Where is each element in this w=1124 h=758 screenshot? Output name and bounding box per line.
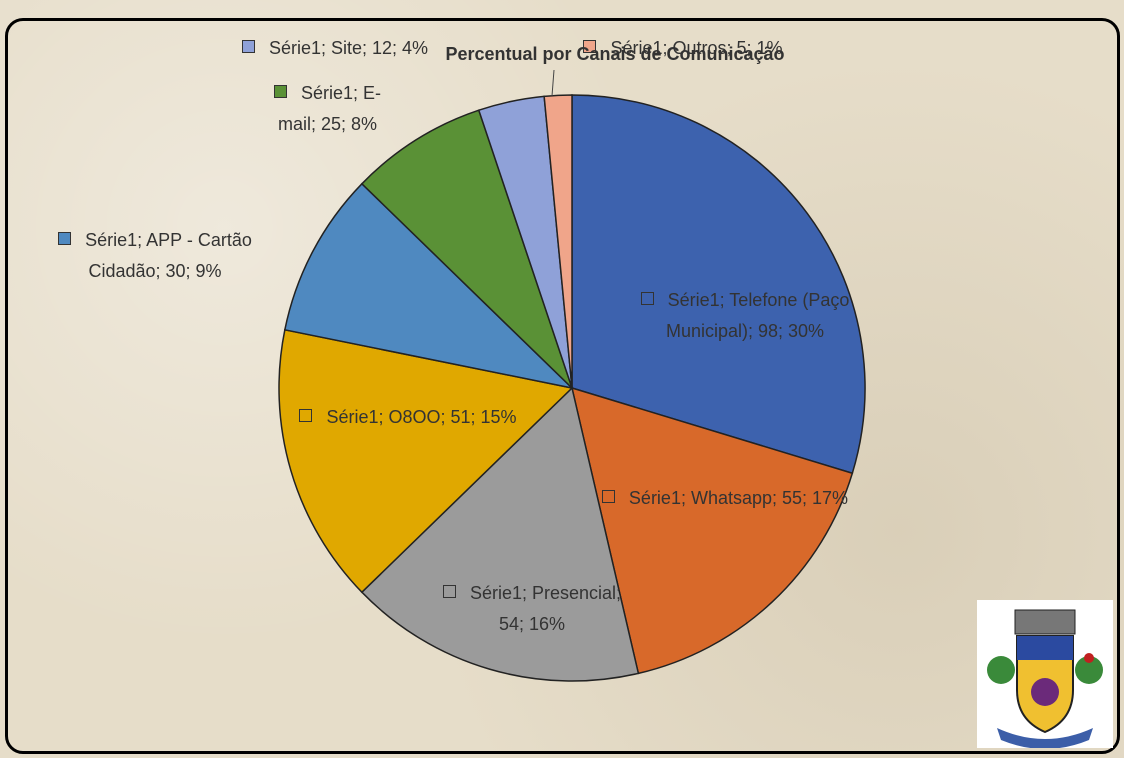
pie-slice bbox=[360, 109, 573, 389]
data-label: Série1; O8OO; 51; 15% bbox=[288, 402, 528, 433]
pie-slice bbox=[570, 386, 854, 675]
legend-key bbox=[241, 40, 255, 53]
pie-slice bbox=[571, 94, 866, 475]
legend-key bbox=[58, 232, 72, 245]
data-label: Série1; Site; 12; 4% bbox=[205, 33, 465, 64]
chart-title: Percentual por Canais de Comunicação bbox=[445, 44, 785, 64]
label-text: Série1; Whatsapp; 55; 17% bbox=[628, 488, 849, 508]
label-text: Série1; E-mail; 25; 8% bbox=[277, 83, 382, 134]
label-text: Série1; Presencial; 54; 16% bbox=[469, 583, 622, 634]
data-label: Série1; Outros; 5; 1% bbox=[578, 33, 788, 64]
chart-frame bbox=[5, 18, 1120, 754]
label-text: Série1; Site; 12; 4% bbox=[268, 38, 429, 58]
data-label: Série1; APP - Cartão Cidadão; 30; 9% bbox=[40, 225, 270, 287]
data-label: Série1; E-mail; 25; 8% bbox=[255, 78, 400, 140]
legend-key bbox=[442, 585, 456, 598]
pie-slice bbox=[543, 94, 573, 389]
legend-key bbox=[640, 292, 654, 305]
label-text: Série1; Outros; 5; 1% bbox=[610, 38, 783, 58]
legend-key bbox=[273, 85, 287, 98]
label-text: Série1; APP - Cartão Cidadão; 30; 9% bbox=[85, 230, 252, 281]
data-label: Série1; Telefone (Paço Municipal); 98; 3… bbox=[625, 285, 865, 347]
data-label: Série1; Presencial; 54; 16% bbox=[432, 578, 632, 640]
logo bbox=[977, 600, 1113, 748]
legend-key bbox=[299, 409, 313, 422]
legend-key bbox=[583, 40, 597, 53]
label-text: Série1; O8OO; 51; 15% bbox=[326, 407, 517, 427]
legend-key bbox=[601, 490, 615, 503]
data-label: Série1; Whatsapp; 55; 17% bbox=[600, 483, 850, 514]
label-text: Série1; Telefone (Paço Municipal); 98; 3… bbox=[665, 290, 850, 341]
crest bbox=[987, 609, 1103, 748]
pie-slice bbox=[360, 386, 640, 682]
pie-slice bbox=[283, 182, 575, 390]
leader-line bbox=[551, 69, 555, 97]
pie-slice bbox=[278, 328, 574, 594]
